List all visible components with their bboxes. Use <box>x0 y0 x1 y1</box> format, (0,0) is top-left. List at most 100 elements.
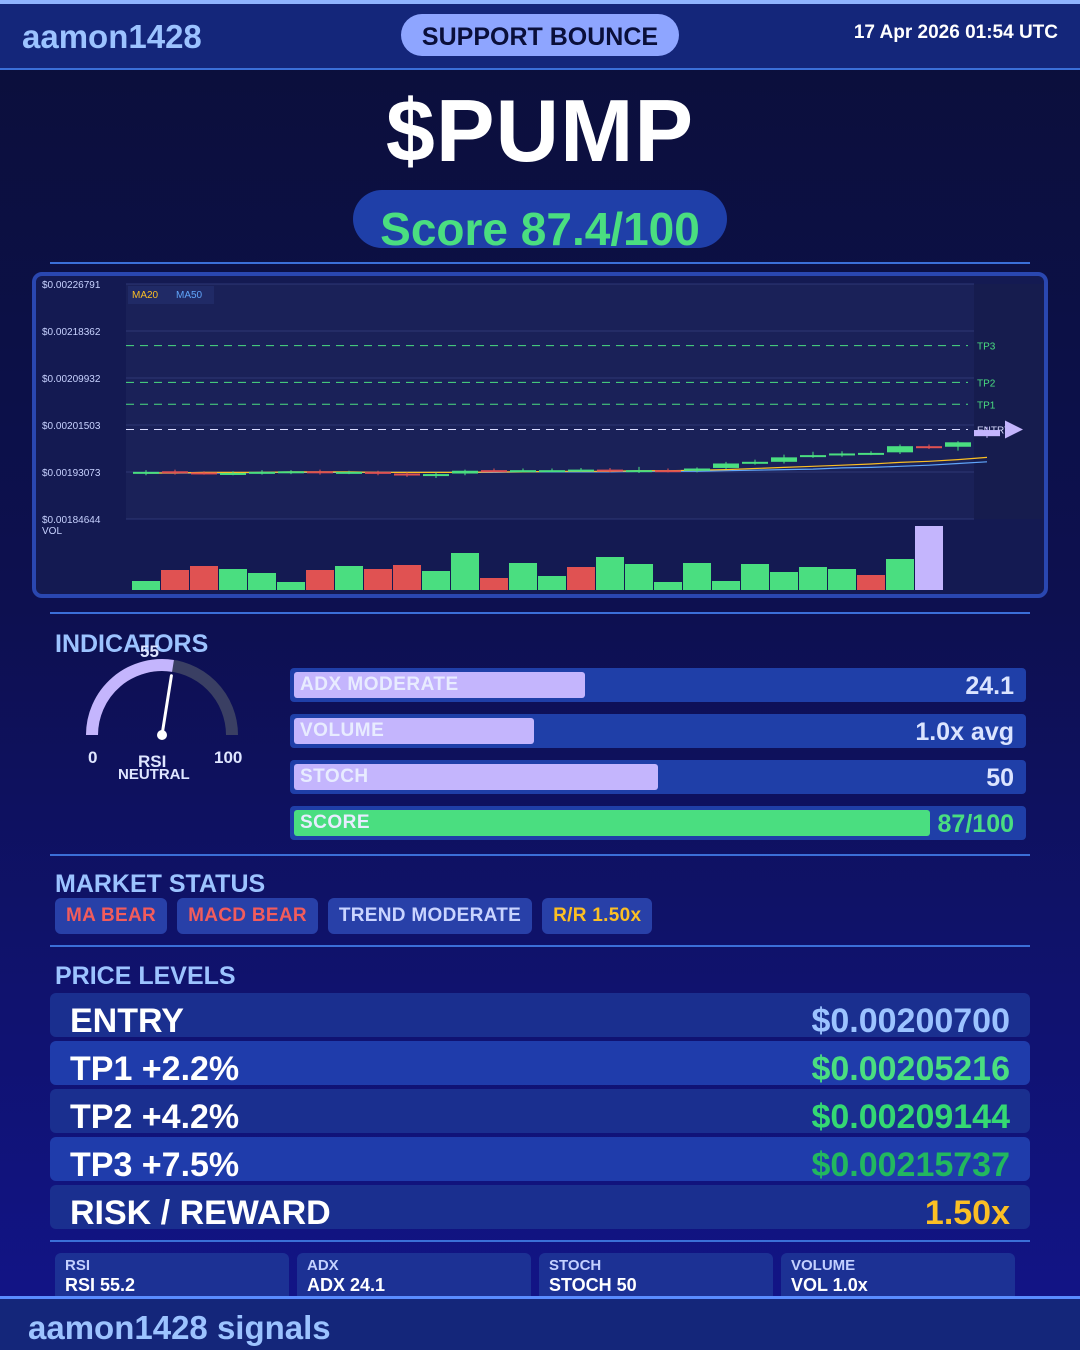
candle-body <box>626 470 652 473</box>
market-status-title: MARKET STATUS <box>55 870 266 898</box>
entry-level-row: ENTRY $0.00200700 <box>50 993 1030 1040</box>
adx-stat-title: ADX <box>307 1257 339 1274</box>
volume-bar <box>567 567 595 590</box>
legend-ma50: MA50 <box>176 290 203 301</box>
candle-body <box>945 442 971 447</box>
stoch-bar: STOCH 50 <box>290 760 1026 794</box>
volume-bar <box>248 573 276 590</box>
entry-level-name: ENTRY <box>70 1002 184 1040</box>
volume-bar-value: 1.0x avg <box>915 718 1014 746</box>
timestamp: 17 Apr 2026 01:54 UTC <box>853 22 1058 43</box>
candle-body <box>539 470 565 473</box>
stoch-bar-label: STOCH <box>300 766 369 787</box>
volume-bar <box>422 571 450 590</box>
volume-bar <box>625 564 653 590</box>
candle-body <box>771 457 797 462</box>
volume-bar <box>596 557 624 590</box>
market-status-badges: MA BEAR MACD BEAR TREND MODERATE R/R 1.5… <box>55 898 653 934</box>
stoch-stat-value: STOCH 50 <box>549 1275 637 1295</box>
risk-reward-badge: R/R 1.50x <box>542 898 653 934</box>
gauge-track <box>86 659 238 736</box>
tp2-level-name: TP2 +4.2% <box>70 1098 240 1136</box>
tp3-level-name: TP3 +7.5% <box>70 1146 240 1184</box>
volume-bar <box>683 563 711 590</box>
volume-bar <box>364 569 392 590</box>
volume-bar <box>741 564 769 590</box>
macd-status-badge: MACD BEAR <box>177 898 318 934</box>
y-tick-label: $0.00193073 <box>42 468 101 479</box>
stoch-stat-card: STOCH STOCH 50 <box>539 1253 773 1297</box>
score-bar-label: SCORE <box>300 812 371 833</box>
candle-body <box>162 471 188 474</box>
volume-bar <box>219 569 247 590</box>
candle-body <box>423 474 449 477</box>
y-tick-label: $0.00209932 <box>42 374 101 385</box>
candle-body <box>394 473 420 476</box>
footer-bar: aamon1428 signals <box>0 1296 1080 1350</box>
rsi-status-label: NEUTRAL <box>118 766 190 783</box>
gauge-fill <box>86 659 174 736</box>
rsi-stat-title: RSI <box>65 1257 91 1274</box>
candle-body <box>365 471 391 474</box>
volume-stat-title: VOLUME <box>791 1257 856 1274</box>
adx-stat-card: ADX ADX 24.1 <box>297 1253 531 1297</box>
tp1-level-name: TP1 +2.2% <box>70 1050 240 1088</box>
brand-name[interactable]: aamon1428 <box>22 18 202 55</box>
risk-reward-row: RISK / REWARD 1.50x <box>50 1185 1030 1232</box>
y-tick-label: $0.00218362 <box>42 327 101 338</box>
adx-bar: ADX MODERATE 24.1 <box>290 668 1026 702</box>
volume-stat-value: VOL 1.0x <box>791 1275 868 1295</box>
volume-bar-label: VOLUME <box>300 720 385 741</box>
volume-bar <box>132 581 160 590</box>
candle-body <box>829 453 855 456</box>
level-label-tp1: TP1 <box>977 400 996 411</box>
candle-body <box>713 463 739 468</box>
candle-body <box>742 461 768 464</box>
candle-body <box>278 471 304 474</box>
y-tick-label: $0.00184644 <box>42 515 101 526</box>
candle-body <box>133 471 159 474</box>
volume-bar <box>480 578 508 590</box>
volume-bar <box>770 572 798 590</box>
ma-status-badge: MA BEAR <box>55 898 168 934</box>
volume-bar: VOLUME 1.0x avg <box>290 714 1026 748</box>
candle-body <box>597 469 623 472</box>
tp3-level-row: TP3 +7.5% $0.00215737 <box>50 1137 1030 1184</box>
rsi-name-label: RSI <box>138 752 167 771</box>
volume-label: VOL <box>42 526 62 537</box>
tp2-level-row: TP2 +4.2% $0.00209144 <box>50 1089 1030 1136</box>
y-tick-label: $0.00201503 <box>42 421 101 432</box>
candle-body <box>191 472 217 475</box>
top-stripe <box>0 0 1080 4</box>
risk-reward-value: 1.50x <box>924 1194 1010 1232</box>
adx-bar-fill <box>294 672 585 698</box>
gauge-needle <box>160 674 173 737</box>
level-label-gutter <box>974 284 1044 519</box>
price-chart-svg: $0.00226791 $0.00218362 $0.00209932 $0.0020… <box>42 280 1044 590</box>
footer-brand[interactable]: aamon1428 signals <box>28 1309 331 1346</box>
score-bar: SCORE 87/100 <box>290 806 1026 840</box>
tp1-level-value: $0.00205216 <box>811 1050 1010 1088</box>
level-label-tp2: TP2 <box>977 378 996 389</box>
score-text: Score 87.4/100 <box>380 203 700 248</box>
volume-bar <box>654 582 682 590</box>
stoch-stat-title: STOCH <box>549 1257 602 1274</box>
adx-bar-label: ADX MODERATE <box>300 674 459 695</box>
entry-arrow <box>1005 420 1023 439</box>
volume-bar <box>915 526 943 590</box>
candle-body <box>655 470 681 473</box>
volume-bar-fill <box>294 718 534 744</box>
rsi-value-label: 55 <box>140 642 159 661</box>
candle-body <box>858 452 884 455</box>
volume-bar <box>335 566 363 590</box>
y-tick-label: $0.00226791 <box>42 280 101 291</box>
volume-bar <box>799 567 827 590</box>
volume-bar <box>712 581 740 590</box>
score-bar-fill <box>294 810 930 836</box>
rsi-stat-card: RSI RSI 55.2 <box>55 1253 289 1297</box>
volume-bar <box>886 559 914 590</box>
adx-bar-value: 24.1 <box>965 672 1014 700</box>
price-chart[interactable]: $0.00226791 $0.00218362 $0.00209932 $0.0020… <box>32 272 1048 598</box>
volume-bar <box>190 566 218 590</box>
candle-body <box>307 471 333 474</box>
